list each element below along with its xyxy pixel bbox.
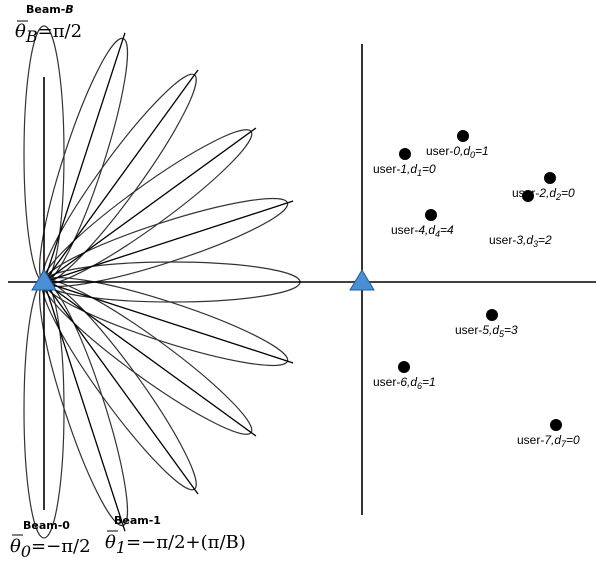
beam-direction-line	[43, 281, 257, 437]
user-4: user-4,d4=4	[391, 209, 454, 239]
user-label: user-6,d6=1	[373, 375, 436, 391]
beam-direction-line	[43, 281, 199, 495]
beam-direction-line	[43, 200, 294, 283]
beam-direction-line	[43, 69, 199, 283]
left-panel: Beam-B θB=π/2 Beam-0 θ0=−π/2 Beam-1 θ1=−…	[8, 3, 326, 561]
user-label: user-1,d1=0	[373, 162, 436, 178]
user-label: user-3,d3=2	[489, 233, 552, 249]
user-label: user-5,d5=3	[455, 323, 518, 339]
user-label: user-2,d2=0	[512, 186, 575, 202]
base-station-triangle-icon	[349, 269, 375, 291]
user-0: user-0,d0=1	[426, 130, 489, 160]
svg-text:θ0=−π/2: θ0=−π/2	[10, 536, 91, 561]
beam-top-label: Beam-B	[26, 3, 74, 16]
user-dot-filled-circle-icon	[550, 419, 562, 431]
beam-1-label: Beam-1	[114, 514, 161, 527]
right-panel: user-0,d0=1 user-1,d1=0 user-2,d2=0 user-3,…	[326, 44, 596, 515]
beam-direction-line	[43, 32, 126, 283]
user-3: user-3,d3=2	[489, 190, 552, 249]
user-dot-filled-circle-icon	[486, 309, 498, 321]
base-station-triangle-icon	[31, 269, 57, 291]
theta-0-expression: θ0=−π/2	[10, 534, 91, 561]
svg-text:θB=π/2: θB=π/2	[15, 21, 82, 46]
user-dot-filled-circle-icon	[457, 130, 469, 142]
beam-direction-line	[43, 281, 126, 532]
user-1: user-1,d1=0	[373, 148, 436, 178]
user-dot-filled-circle-icon	[398, 361, 410, 373]
beam-direction-lines	[43, 32, 294, 532]
beam-direction-line	[43, 281, 294, 364]
theta-1-expression: θ1=−π/2+(π/B)	[105, 530, 246, 557]
user-6: user-6,d6=1	[373, 361, 436, 391]
beam-0-label: Beam-0	[23, 519, 70, 532]
user-dot-filled-circle-icon	[522, 190, 534, 202]
beam-direction-line	[43, 127, 257, 283]
user-dot-filled-circle-icon	[544, 172, 556, 184]
user-5: user-5,d5=3	[455, 309, 518, 339]
user-dot-filled-circle-icon	[399, 148, 411, 160]
theta-top-expression: θB=π/2	[15, 20, 82, 46]
user-7: user-7,d7=0	[517, 419, 580, 449]
user-label: user-0,d0=1	[426, 144, 489, 160]
svg-text:θ1=−π/2+(π/B): θ1=−π/2+(π/B)	[105, 532, 246, 557]
user-2: user-2,d2=0	[512, 172, 575, 202]
user-label: user-4,d4=4	[391, 223, 454, 239]
users: user-0,d0=1 user-1,d1=0 user-2,d2=0 user-3,…	[373, 130, 580, 449]
user-dot-filled-circle-icon	[425, 209, 437, 221]
user-label: user-7,d7=0	[517, 433, 580, 449]
